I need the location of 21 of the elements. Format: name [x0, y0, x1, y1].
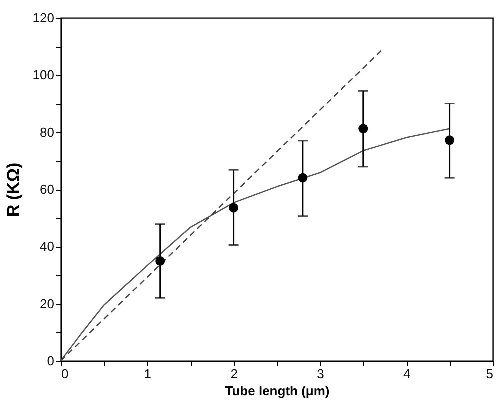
- x-axis-title: Tube length (μm): [225, 384, 330, 398]
- x-tick-label: 0: [62, 366, 69, 382]
- point: [156, 256, 166, 266]
- y-axis-title: R (KΩ): [4, 162, 23, 218]
- x-tick-label: 3: [317, 366, 324, 382]
- y-tick-label: 80: [40, 124, 54, 140]
- y-tick-label: 120: [32, 10, 54, 26]
- point: [298, 173, 308, 183]
- point: [358, 124, 368, 134]
- y-tick-label: 40: [40, 239, 54, 254]
- point: [229, 203, 239, 213]
- x-tick-label: 4: [403, 366, 411, 382]
- line-series: [60, 128, 450, 362]
- x-tick-label: 2: [230, 366, 238, 382]
- y-tick-label: 20: [40, 296, 54, 312]
- y-tick-label: 100: [32, 68, 54, 83]
- y-tick-label: 60: [40, 182, 54, 197]
- point: [445, 136, 455, 146]
- y-tick-label: 0: [47, 354, 54, 368]
- x-tick-label: 1: [144, 366, 152, 382]
- x-tick-label: 5: [486, 366, 494, 382]
